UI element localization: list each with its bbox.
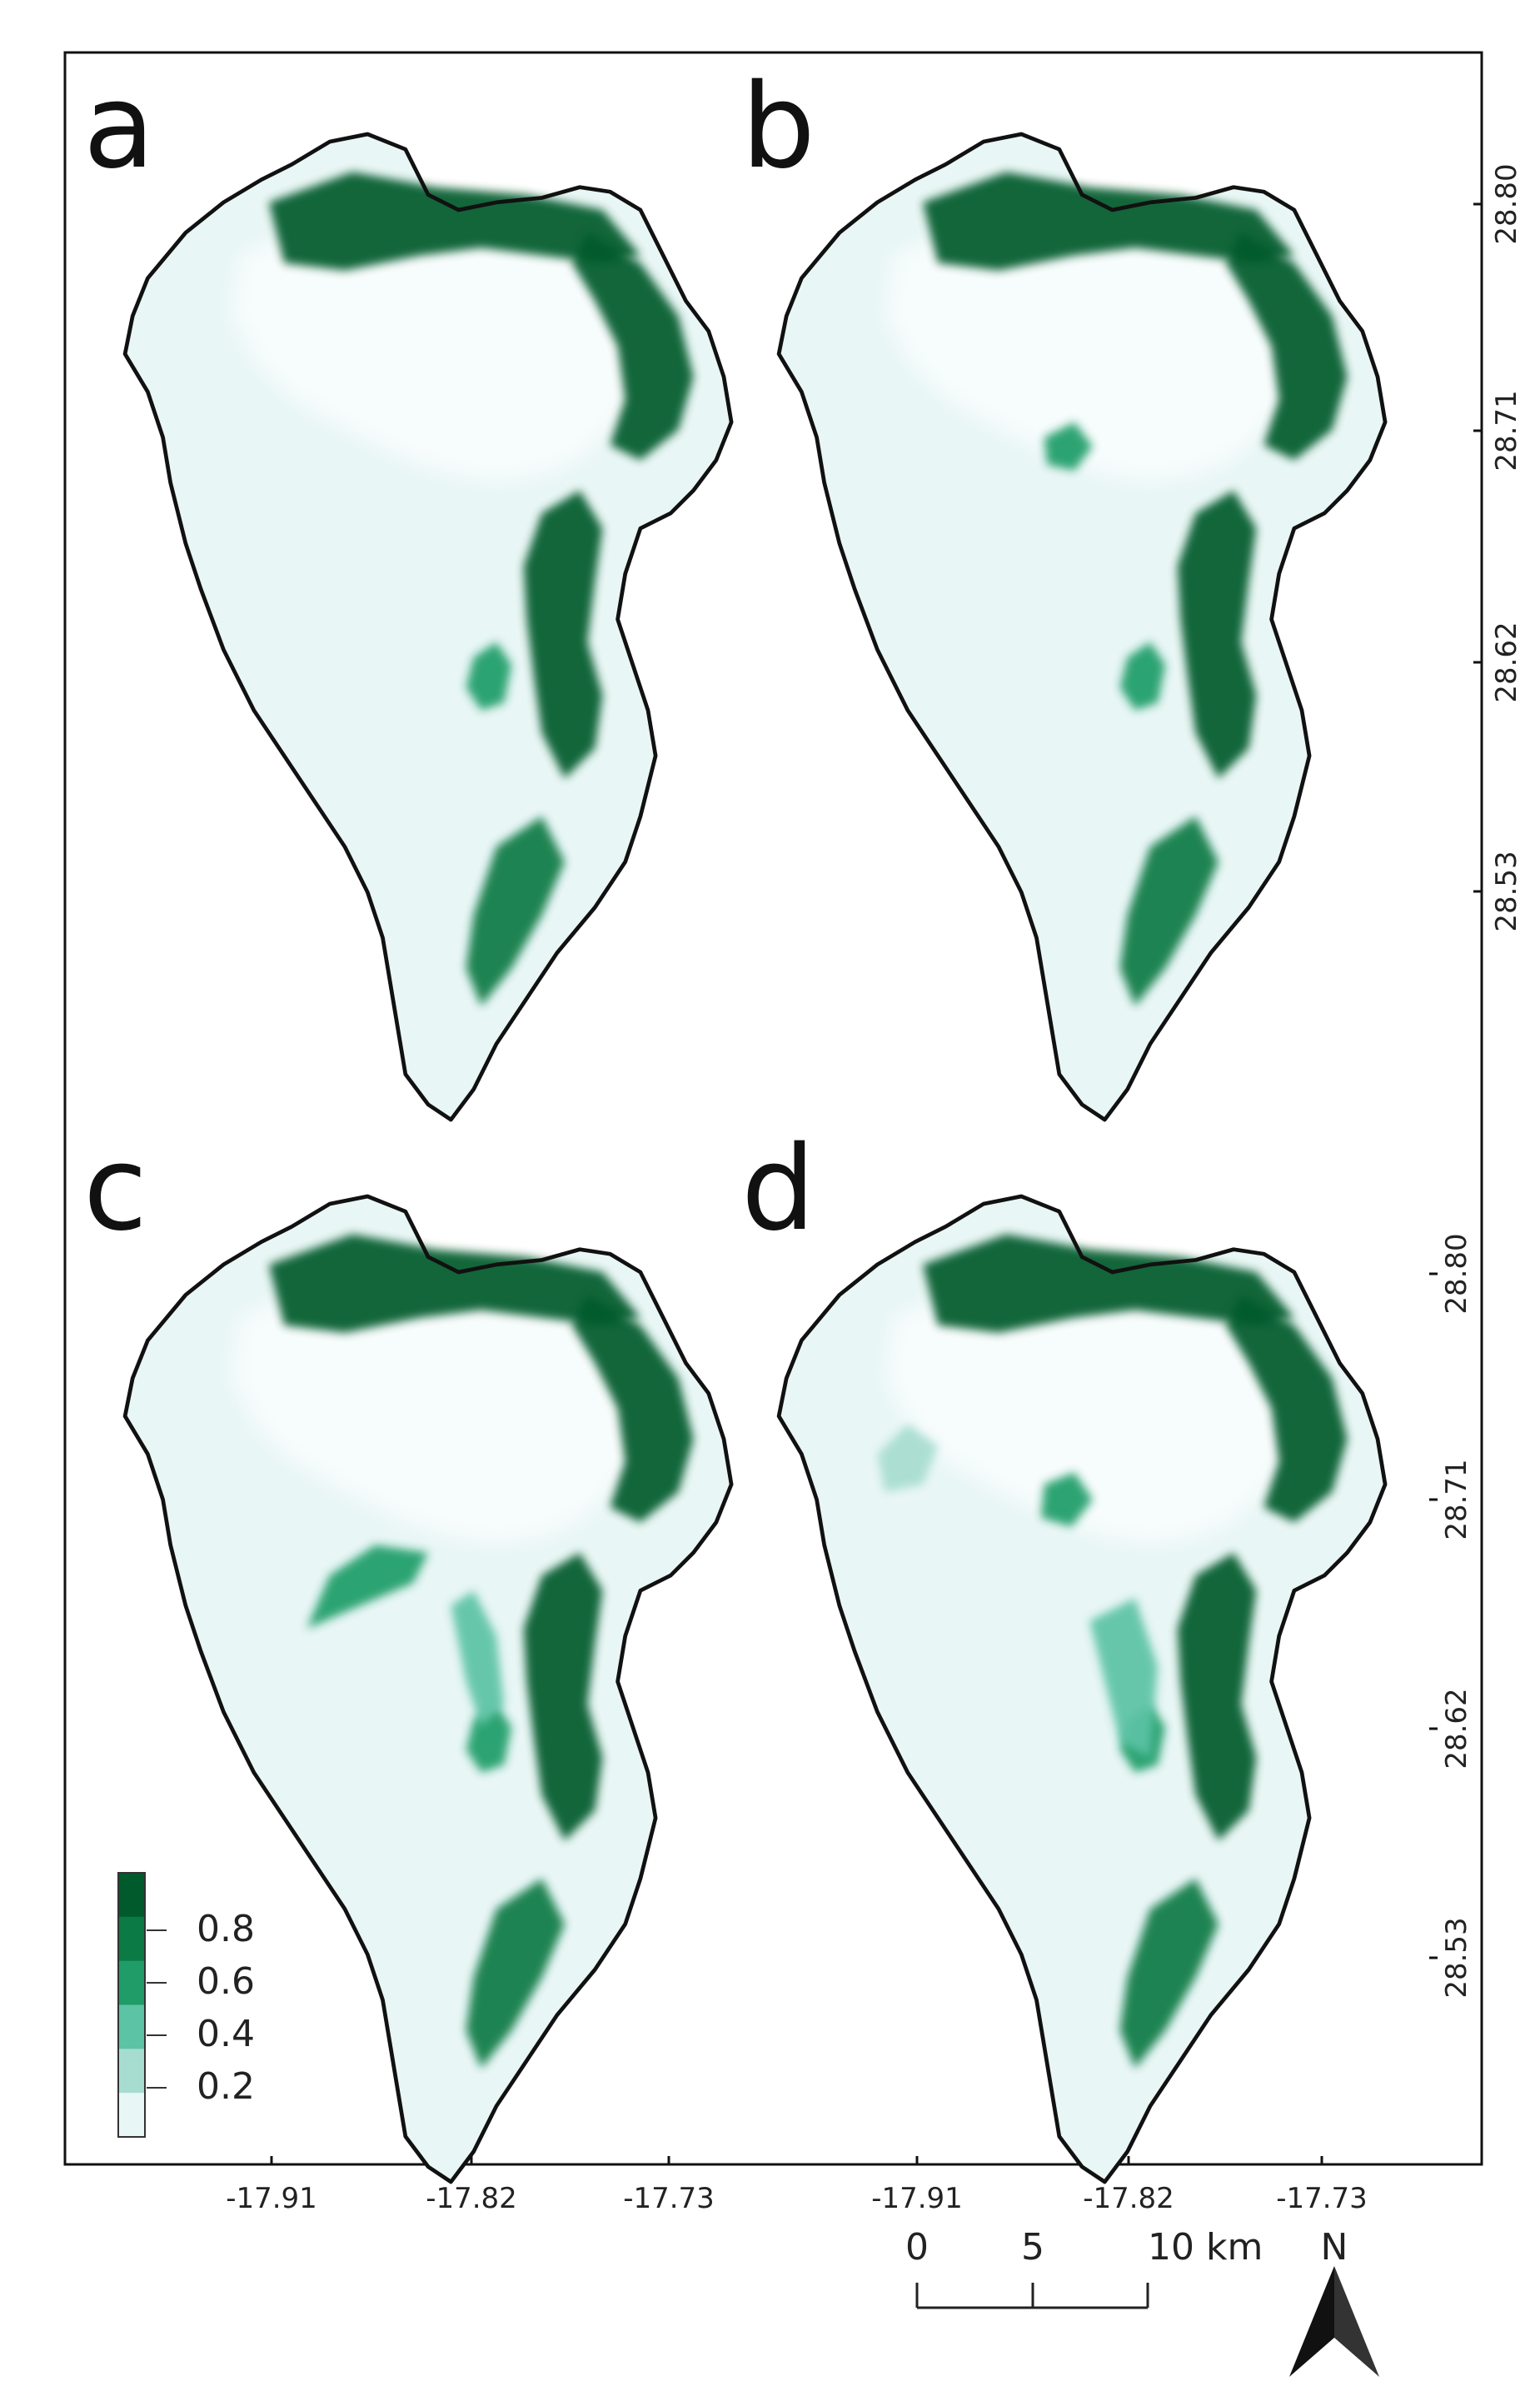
lon-tick-label: -17.73 [1276,2182,1368,2215]
panel-letter: a [83,59,155,195]
lat-tick-label: 28.62 [1440,1688,1473,1769]
habitat-zone [466,816,565,1006]
habitat-zone [269,1234,640,1333]
habitat-zone [1226,1295,1348,1523]
habitat-zone [1119,816,1219,1006]
legend-swatch [118,1916,145,1962]
habitat-zone [466,1704,512,1773]
habitat-zone [307,1545,429,1629]
habitat-zone [1040,1472,1093,1527]
latitude-ticks-bottom: 28.80 28.71 28.62 28.53 [1429,1233,1473,1999]
map-panels: a b c d [83,59,1385,2182]
lon-tick-label: -17.91 [871,2182,963,2215]
lat-tick-label: 28.53 [1440,1917,1473,1998]
habitat-zone [877,1424,939,1492]
habitat-zone [466,1879,565,2069]
map-panel-a [125,134,731,1120]
north-arrow: N [1289,2226,1379,2377]
panel-letter: c [83,1121,147,1257]
legend-swatch [118,1960,145,2005]
map-panel-b [779,134,1385,1120]
habitat-zone [269,172,640,271]
habitat-zone [1089,1598,1159,1758]
lat-tick-label: 28.62 [1490,621,1523,702]
habitat-zone [1044,422,1093,472]
latitude-ticks-top: 28.80 28.71 28.62 28.53 [1473,163,1523,932]
habitat-zone [572,232,694,461]
habitat-zone [1177,490,1257,779]
lon-tick-label: -17.91 [226,2182,317,2215]
lat-tick-label: 28.71 [1490,390,1523,471]
habitat-zone [923,172,1294,271]
longitude-ticks: -17.91 -17.82 -17.73 -17.91 -17.82 -17.7… [226,2156,1368,2215]
habitat-zone [1226,232,1348,461]
legend-swatch [118,2093,145,2138]
lat-tick-label: 28.71 [1440,1459,1473,1540]
habitat-zone [523,490,603,779]
habitat-zone [523,1552,603,1841]
habitat-zone [572,1295,694,1523]
lon-tick-label: -17.73 [623,2182,715,2215]
lon-tick-label: -17.82 [426,2182,517,2215]
scale-label: 0 [905,2226,929,2269]
map-panel-c [125,1196,731,2182]
habitat-zone [466,641,512,711]
panel-letter: b [741,59,815,195]
legend-label: 0.2 [197,2065,255,2108]
lat-tick-label: 28.80 [1490,163,1523,244]
north-arrow-icon [1289,2266,1334,2377]
habitat-zone [923,1234,1294,1333]
probability-legend: 0.8 0.6 0.4 0.2 [117,1872,255,2138]
habitat-zone [1119,641,1166,711]
legend-swatch [118,2004,145,2049]
legend-label: 0.6 [197,1960,255,2003]
map-panel-d [779,1196,1385,2182]
legend-label: 0.8 [197,1908,255,1950]
legend-label: 0.4 [197,2013,255,2055]
north-arrow-icon [1334,2266,1379,2377]
scale-label: 5 [1021,2226,1044,2269]
panel-letter: d [741,1121,815,1257]
north-label: N [1321,2226,1348,2269]
legend-swatch [118,2049,145,2094]
coordinate-axes: 28.80 28.71 28.62 28.53 28.80 28.71 28.6… [226,163,1523,2215]
lat-tick-label: 28.53 [1490,851,1523,931]
habitat-zone [1177,1552,1257,1841]
legend-swatch [118,1873,145,1918]
legend-color-bar [118,1873,145,2138]
lon-tick-label: -17.82 [1083,2182,1174,2215]
scale-label: 10 km [1148,2226,1263,2269]
lat-tick-label: 28.80 [1440,1233,1473,1314]
scale-bar: 0 5 10 km [905,2226,1263,2309]
habitat-zone [1119,1879,1219,2069]
